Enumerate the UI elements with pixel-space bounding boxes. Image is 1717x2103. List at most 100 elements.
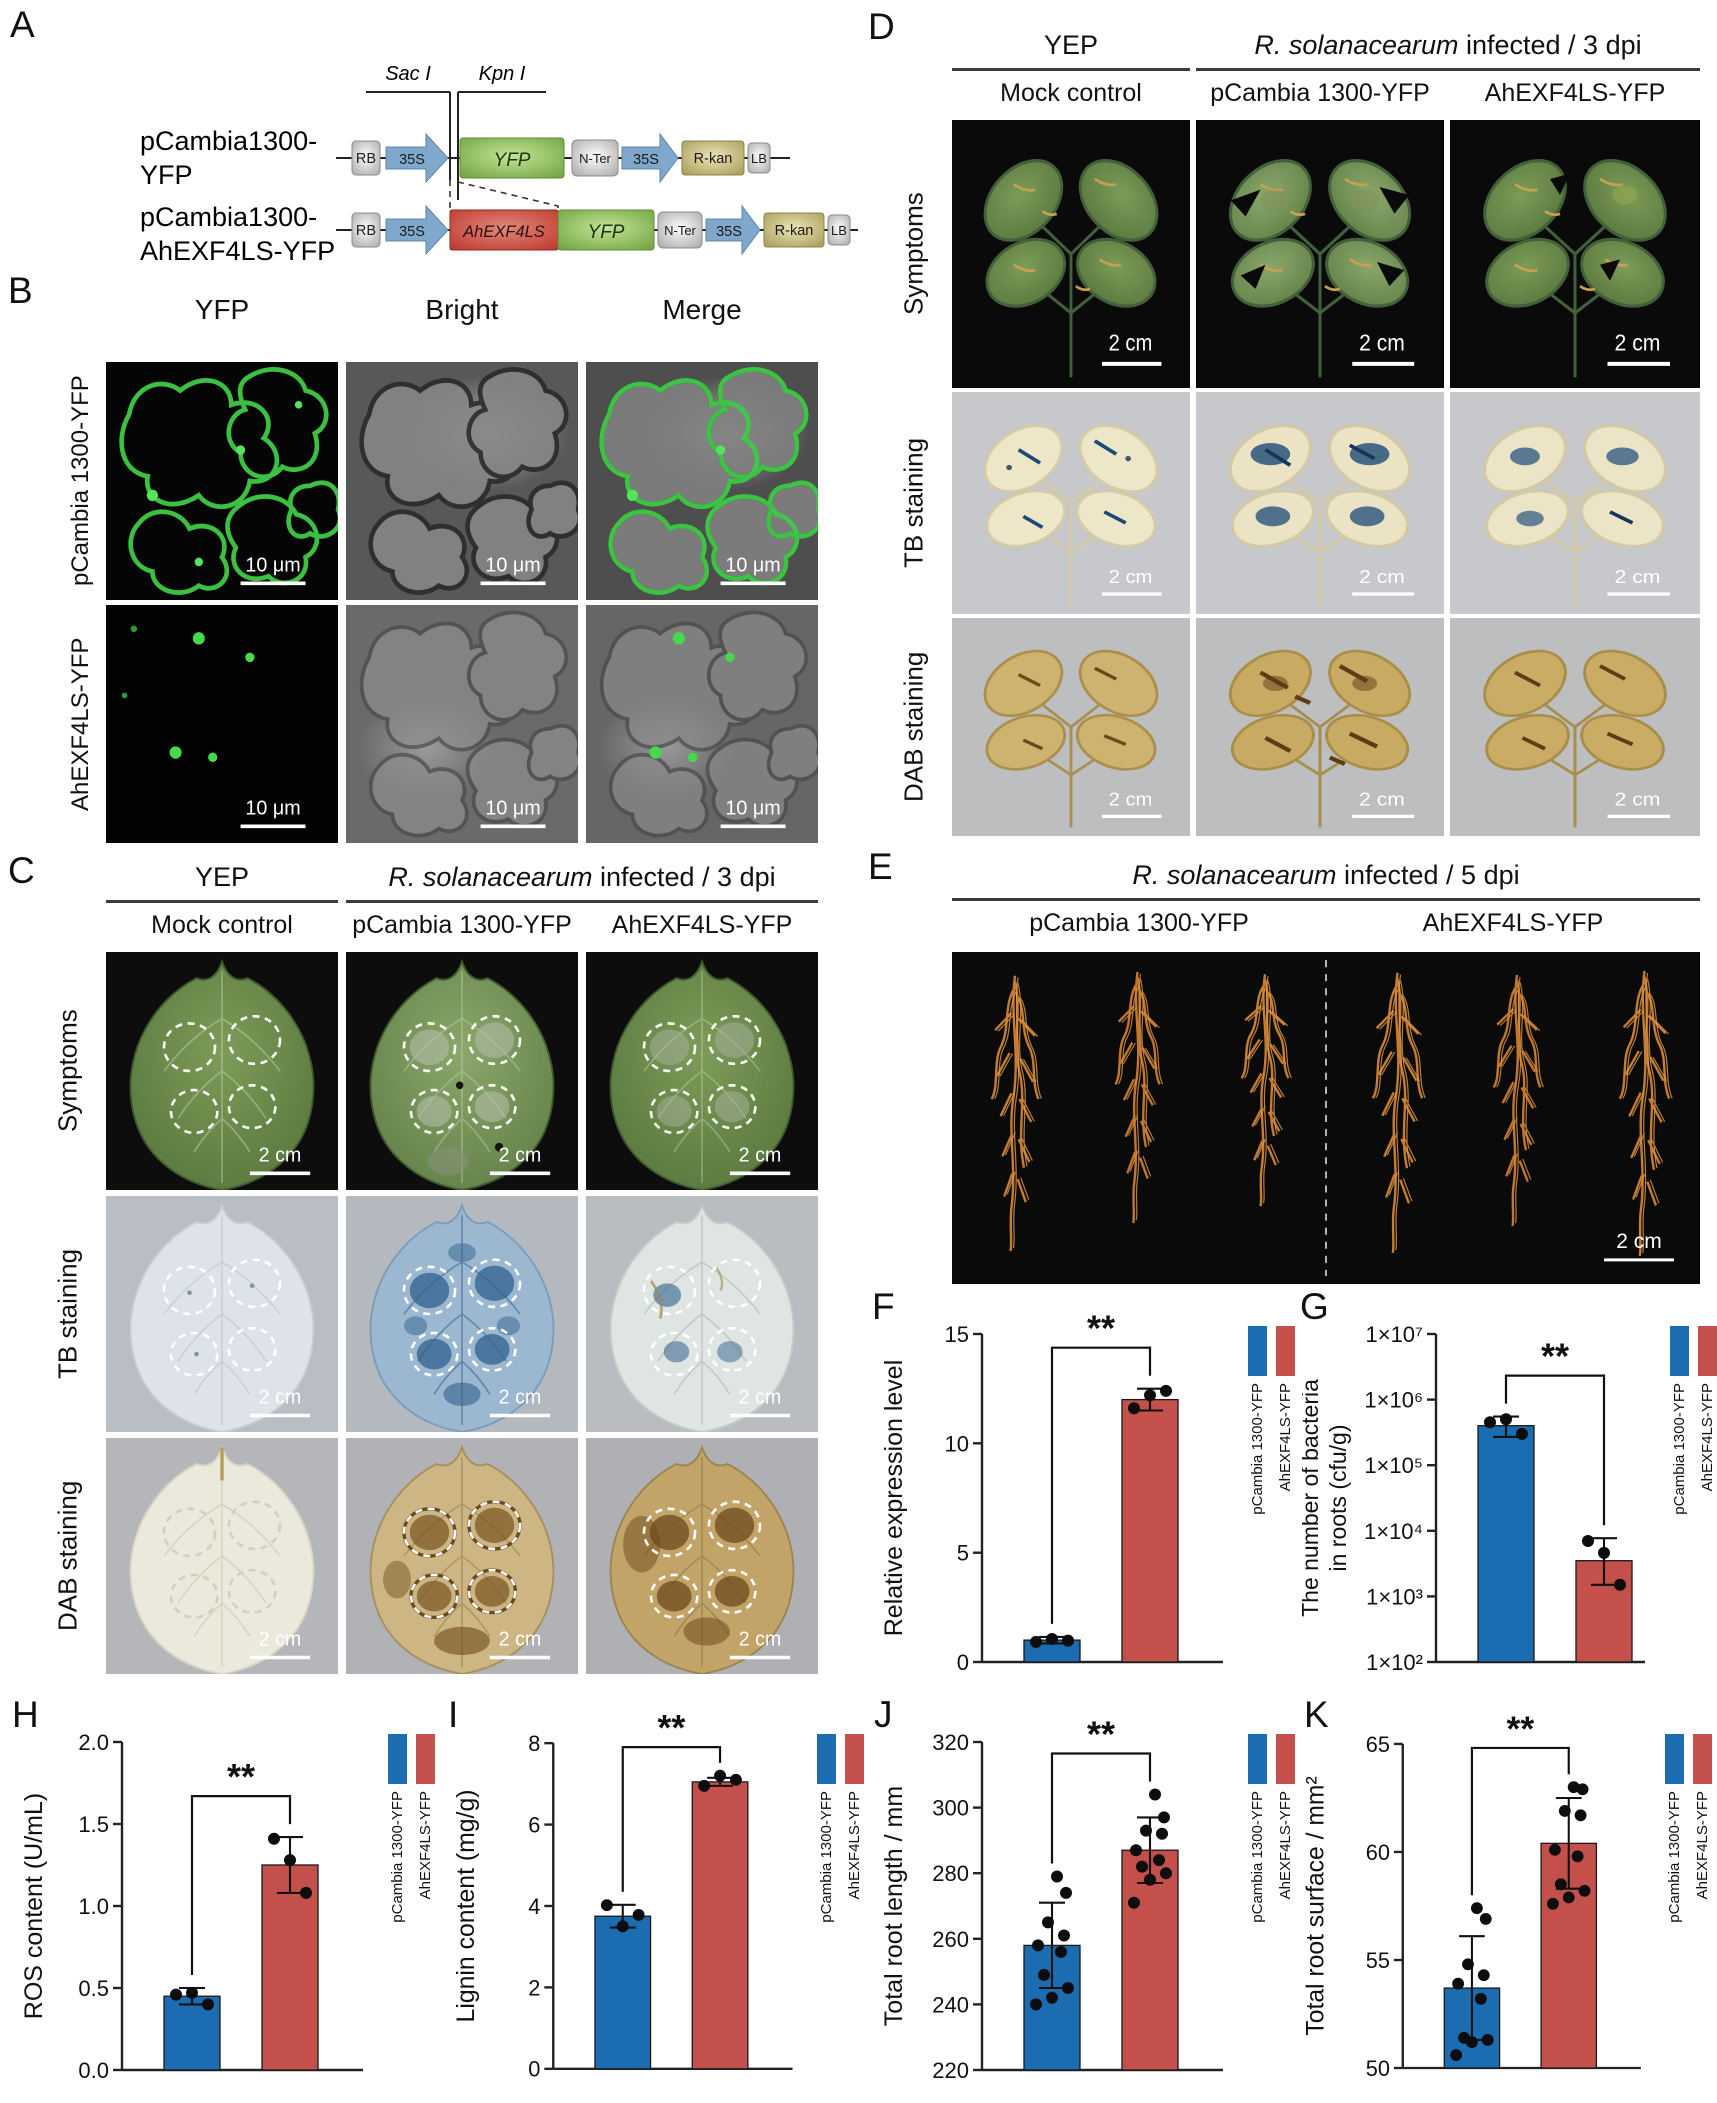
header-underline xyxy=(952,68,1190,71)
data-point xyxy=(1160,1867,1172,1880)
data-point xyxy=(1477,1969,1490,1982)
svg-text:Total root surface / mm²: Total root surface / mm² xyxy=(1303,1776,1330,2035)
data-point xyxy=(600,1899,613,1912)
svg-text:35S: 35S xyxy=(399,152,425,168)
data-point xyxy=(1567,1781,1580,1794)
significance-bracket xyxy=(1050,1346,1152,1624)
data-point xyxy=(1060,1886,1072,1899)
col-header-pcambia: pCambia 1300-YFP xyxy=(352,911,572,939)
chart-legend: pCambia 1300-YFP AhEXF4LS-YFP xyxy=(1248,1734,1295,1923)
data-point xyxy=(698,1779,711,1792)
svg-text:1×10³: 1×10³ xyxy=(1366,1584,1423,1609)
chart-svg-G: 1×10² 1×10³ 1×10⁴ 1×10⁵ 1×10⁶ 1×10⁷ The number… xyxy=(1302,1322,1645,1675)
data-point xyxy=(1140,1824,1152,1837)
svg-text:2 cm: 2 cm xyxy=(1109,567,1153,588)
row-label-ahexf4ls: AhEXF4LS-YFP xyxy=(67,637,94,811)
data-point xyxy=(1144,1873,1156,1886)
panel-label-K: K xyxy=(1304,1694,1329,1735)
significance-bracket xyxy=(621,1746,722,1892)
data-point xyxy=(1479,1912,1492,1925)
svg-text:2 cm: 2 cm xyxy=(1614,790,1660,810)
significance-bracket xyxy=(1504,1374,1606,1526)
svg-text:1×10⁷: 1×10⁷ xyxy=(1365,1322,1423,1347)
header-underline xyxy=(1196,68,1700,71)
col-header-pcambia: pCambia 1300-YFP xyxy=(1210,79,1430,107)
legend-swatch xyxy=(388,1734,407,1784)
chart-svg-K: 50 55 60 65 Total root surface / mm² ** xyxy=(1303,1709,1641,2081)
significance-stars: ** xyxy=(1541,1336,1569,1377)
panel-label-I: I xyxy=(448,1694,459,1735)
svg-text:2 cm: 2 cm xyxy=(259,1387,302,1409)
legend-label: AhEXF4LS-YFP xyxy=(1699,1383,1716,1492)
svg-text:in roots (cfu/g): in roots (cfu/g) xyxy=(1325,1425,1351,1572)
svg-text:10 μm: 10 μm xyxy=(725,797,780,819)
svg-text:Relative expression level: Relative expression level xyxy=(880,1360,908,1637)
legend-swatch xyxy=(845,1734,864,1784)
data-point xyxy=(1474,1992,1487,2005)
svg-text:2 cm: 2 cm xyxy=(1109,789,1153,810)
panel-label-G: G xyxy=(1300,1286,1329,1327)
data-point xyxy=(1462,1958,1474,1971)
leaf-photo-dab-ahexf4ls: 2 cm xyxy=(586,1438,818,1674)
data-point xyxy=(1571,1850,1584,1863)
svg-text:LB: LB xyxy=(751,151,767,166)
chart-legend: pCambia 1300-YFP AhEXF4LS-YFP xyxy=(817,1734,864,1923)
svg-text:10 μm: 10 μm xyxy=(245,554,300,576)
data-point xyxy=(1042,1916,1054,1929)
data-point xyxy=(1062,1982,1074,1994)
svg-text:2 cm: 2 cm xyxy=(1614,567,1660,588)
svg-text:35S: 35S xyxy=(399,224,425,240)
svg-text:2: 2 xyxy=(528,1975,540,2000)
leaf-photo-symptoms-ahexf4ls: 2 cm xyxy=(586,952,818,1190)
col-header-ahexf4ls: AhEXF4LS-YFP xyxy=(1484,79,1666,107)
panel-label-H: H xyxy=(12,1694,39,1735)
svg-text:1×10⁶: 1×10⁶ xyxy=(1364,1388,1423,1413)
svg-text:Total root length / mm: Total root length / mm xyxy=(880,1786,908,2026)
data-point xyxy=(1554,1878,1567,1891)
svg-text:2 cm: 2 cm xyxy=(499,1144,542,1166)
svg-text:2 cm: 2 cm xyxy=(259,1629,302,1651)
chart-legend: pCambia 1300-YFP AhEXF4LS-YFP xyxy=(388,1734,435,1923)
root-photo: 2 cm xyxy=(952,952,1700,1284)
svg-text:YFP: YFP xyxy=(494,150,531,171)
data-point xyxy=(1158,1811,1170,1824)
chart-G: 1×10² 1×10³ 1×10⁴ 1×10⁵ 1×10⁶ 1×10⁷ The number… xyxy=(1302,1300,1717,1692)
data-point xyxy=(632,1908,645,1921)
data-point xyxy=(616,1920,629,1933)
legend-label: AhEXF4LS-YFP xyxy=(1277,1383,1294,1492)
svg-text:ROS content (U/mL): ROS content (U/mL) xyxy=(20,1793,48,2019)
data-point xyxy=(1547,1897,1559,1910)
micrograph-yfp-ahexf4ls: 10 μm xyxy=(106,605,338,843)
row-label-dab: DAB staining xyxy=(52,1480,83,1632)
data-point xyxy=(284,1854,296,1867)
significance-stars: ** xyxy=(1087,1714,1115,1755)
data-point xyxy=(1046,1991,1058,2004)
data-point xyxy=(300,1886,312,1899)
legend-label: pCambia 1300-YFP xyxy=(389,1791,406,1923)
data-point xyxy=(1452,1977,1465,1990)
svg-text:0.0: 0.0 xyxy=(78,2058,109,2083)
svg-text:10 μm: 10 μm xyxy=(485,554,540,576)
data-point xyxy=(1578,1884,1591,1897)
svg-text:0: 0 xyxy=(528,2057,540,2082)
header-underline xyxy=(952,898,1700,901)
group-header-infected: R. solanacearum infected / 3 dpi xyxy=(1254,30,1642,60)
data-point xyxy=(170,1988,182,2001)
construct2-name-line2: AhEXF4LS-YFP xyxy=(140,236,335,266)
peanut-photo-symptoms-mock: 2 cm xyxy=(952,120,1190,388)
svg-text:R-kan: R-kan xyxy=(694,151,733,167)
chart-K: 50 55 60 65 Total root surface / mm² ** pCambi… xyxy=(1302,1708,1712,2100)
svg-text:35S: 35S xyxy=(716,224,742,240)
legend-label: AhEXF4LS-YFP xyxy=(1277,1791,1294,1900)
svg-text:35S: 35S xyxy=(633,152,659,168)
nter-box xyxy=(571,139,619,177)
svg-text:AhEXF4LS: AhEXF4LS xyxy=(462,223,545,241)
svg-text:2 cm: 2 cm xyxy=(499,1629,542,1651)
data-point xyxy=(186,1986,198,1999)
svg-text:280: 280 xyxy=(932,1861,969,1886)
row-label-symptoms: Symptoms xyxy=(898,192,929,316)
row-label-tb: TB staining xyxy=(52,1248,83,1380)
data-point xyxy=(1458,2031,1470,2044)
peanut-photo-dab-mock: 2 cm xyxy=(952,618,1190,836)
data-point xyxy=(714,1769,727,1782)
